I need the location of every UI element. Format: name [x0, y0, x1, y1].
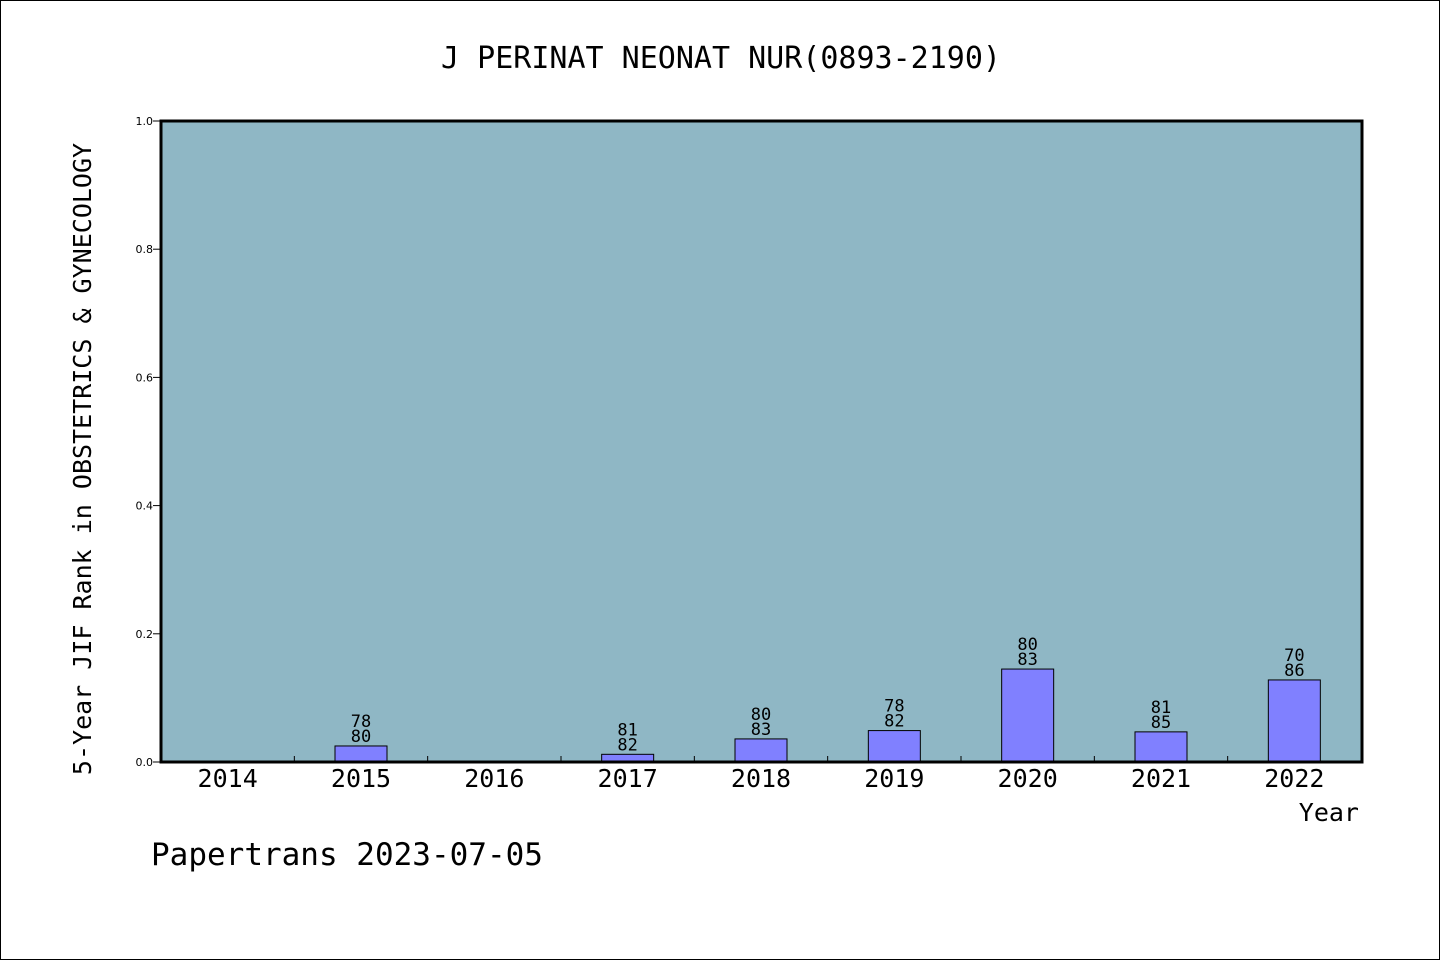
x-axis-label: Year [1299, 798, 1359, 827]
plot-area [161, 121, 1362, 762]
bar-label-total: 82 [617, 735, 637, 755]
bar-label-total: 80 [351, 727, 371, 747]
bar-2018 [734, 738, 788, 763]
bar-2022 [1267, 679, 1321, 763]
bar-label-total: 86 [1284, 661, 1304, 681]
y-tick-label: 0.0 [136, 756, 154, 769]
x-tick-label: 2015 [331, 764, 391, 793]
x-tick-label: 2022 [1264, 764, 1324, 793]
bar-label-rank: 78 [351, 712, 371, 732]
ticks-layer: 0.0 0.2 0.4 0.6 0.8 1.0 2014 2015 2016 2017 2018 20… [136, 115, 1325, 793]
bar-label-total: 82 [884, 712, 904, 732]
bar-2019 [867, 730, 921, 763]
bar-label-rank: 70 [1284, 646, 1304, 666]
x-tick-label: 2014 [198, 764, 258, 793]
y-tick-label: 0.4 [136, 500, 154, 513]
bar-2015 [334, 745, 388, 763]
x-tick-label: 2021 [1131, 764, 1191, 793]
y-axis-label: 5-Year JIF Rank in OBSTETRICS & GYNECOLO… [68, 143, 97, 775]
x-tick-label: 2016 [464, 764, 524, 793]
footer-credit: Papertrans 2023-07-05 [151, 837, 543, 873]
x-tick-label: 2018 [731, 764, 791, 793]
plot-border [159, 119, 1364, 764]
bar-label-rank: 81 [617, 720, 637, 740]
bar-label-rank: 78 [884, 697, 904, 717]
bar-label-rank: 80 [751, 705, 771, 725]
x-tick-label: 2019 [864, 764, 924, 793]
y-tick-label: 0.2 [136, 628, 154, 641]
bar-2021 [1134, 731, 1188, 763]
x-tick-label: 2020 [998, 764, 1058, 793]
chart-title: J PERINAT NEONAT NUR(0893-2190) [441, 41, 1001, 76]
bar-label-total: 83 [1017, 650, 1037, 670]
x-tick-label: 2017 [598, 764, 658, 793]
y-tick-label: 0.6 [136, 371, 154, 384]
bar-label-rank: 80 [1017, 635, 1037, 655]
bar-label-total: 85 [1151, 713, 1171, 733]
y-tick-label: 1.0 [136, 115, 154, 128]
y-tick-label: 0.8 [136, 243, 154, 256]
bar-label-total: 83 [751, 720, 771, 740]
bar-2020 [1001, 668, 1055, 763]
bar-label-rank: 81 [1151, 698, 1171, 718]
